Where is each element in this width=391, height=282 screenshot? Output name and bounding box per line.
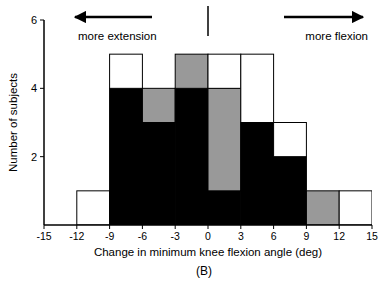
histogram-bar [274, 157, 307, 225]
y-tick [40, 20, 44, 21]
y-tick [40, 156, 44, 157]
histogram-bar [306, 190, 339, 191]
x-tick-label: 3 [238, 230, 244, 242]
y-tick-label: 4 [31, 82, 37, 94]
histogram-bar [208, 191, 241, 225]
x-tick-label: 9 [303, 230, 309, 242]
histogram-bar [241, 123, 274, 226]
x-tick-label: -9 [105, 230, 114, 242]
x-tick [372, 225, 373, 229]
x-tick-label: -12 [69, 230, 84, 242]
histogram-bar [306, 191, 339, 225]
histogram-bar [110, 54, 143, 88]
x-tick-label: 12 [333, 230, 345, 242]
x-tick [109, 225, 110, 229]
histogram-bar [175, 54, 208, 55]
histogram-bar [208, 54, 241, 88]
x-axis-label: Change in minimum knee flexion angle (de… [94, 246, 322, 258]
x-tick [142, 225, 143, 229]
x-tick-label: -3 [171, 230, 180, 242]
annotation-arrow [284, 16, 363, 19]
x-tick-label: 0 [205, 230, 211, 242]
y-tick-label: 6 [31, 14, 37, 26]
chart: -15 -12 -9 -6 -3 0 3 6 9 12 15 2 4 6 Change in minimum… [0, 0, 391, 282]
x-tick [240, 225, 241, 229]
x-tick [339, 225, 340, 229]
annotation: more flexion [305, 30, 368, 42]
histogram-bar [142, 88, 175, 122]
x-tick-label: 6 [271, 230, 277, 242]
x-tick [44, 225, 45, 229]
histogram-bar [142, 88, 175, 89]
histogram-bar [110, 88, 143, 225]
annotation: more extension [78, 30, 157, 42]
x-tick [175, 225, 176, 229]
x-tick [273, 225, 274, 229]
histogram-bar [175, 54, 208, 88]
y-tick-label: 2 [31, 151, 37, 163]
histogram-bar [241, 54, 274, 122]
histogram-bar [175, 88, 208, 225]
x-tick-label: -15 [36, 230, 51, 242]
annotation-arrow [75, 16, 152, 19]
histogram-bar [274, 123, 307, 157]
y-axis [43, 20, 45, 225]
histogram-bar [339, 191, 372, 225]
x-tick-label: 15 [366, 230, 378, 242]
bars [77, 54, 372, 225]
histogram-bar [208, 88, 241, 191]
caption: (B) [196, 264, 212, 278]
histogram-bar [142, 123, 175, 226]
x-tick [208, 225, 209, 229]
x-tick-label: -6 [138, 230, 147, 242]
reference-line [207, 6, 209, 36]
y-axis-label: Number of subjects [7, 73, 19, 172]
x-tick [76, 225, 77, 229]
y-tick [40, 88, 44, 89]
histogram-bar [77, 191, 110, 225]
x-tick [306, 225, 307, 229]
